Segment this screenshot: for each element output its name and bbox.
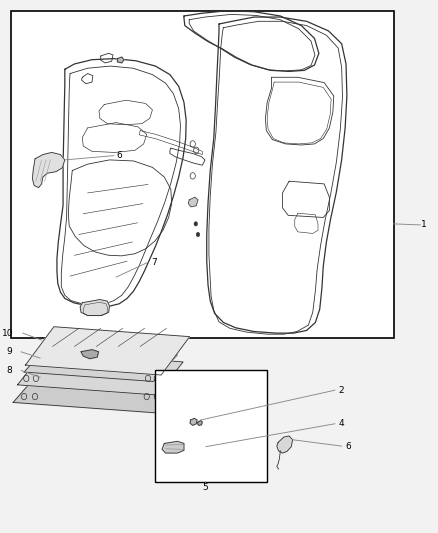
Text: 4: 4 [339,419,344,428]
Circle shape [196,232,200,237]
Text: 6: 6 [345,442,351,450]
Text: 7: 7 [151,258,157,266]
Polygon shape [188,197,198,207]
Polygon shape [32,152,65,188]
Polygon shape [117,57,124,63]
Polygon shape [198,421,202,425]
Polygon shape [80,300,110,316]
Polygon shape [162,441,184,453]
Polygon shape [13,375,180,413]
Text: 9: 9 [6,348,12,356]
Bar [11,11,394,338]
Polygon shape [24,345,177,382]
Polygon shape [277,436,293,453]
Bar [155,370,267,482]
Polygon shape [81,350,99,359]
Text: 2: 2 [339,386,344,394]
Polygon shape [190,418,197,425]
Circle shape [194,222,198,226]
Text: 1: 1 [421,221,427,229]
Text: 5: 5 [202,483,208,491]
Text: 6: 6 [116,151,122,160]
Polygon shape [25,327,190,375]
Text: 8: 8 [6,366,12,375]
Polygon shape [18,352,183,395]
Text: 10: 10 [2,329,14,337]
